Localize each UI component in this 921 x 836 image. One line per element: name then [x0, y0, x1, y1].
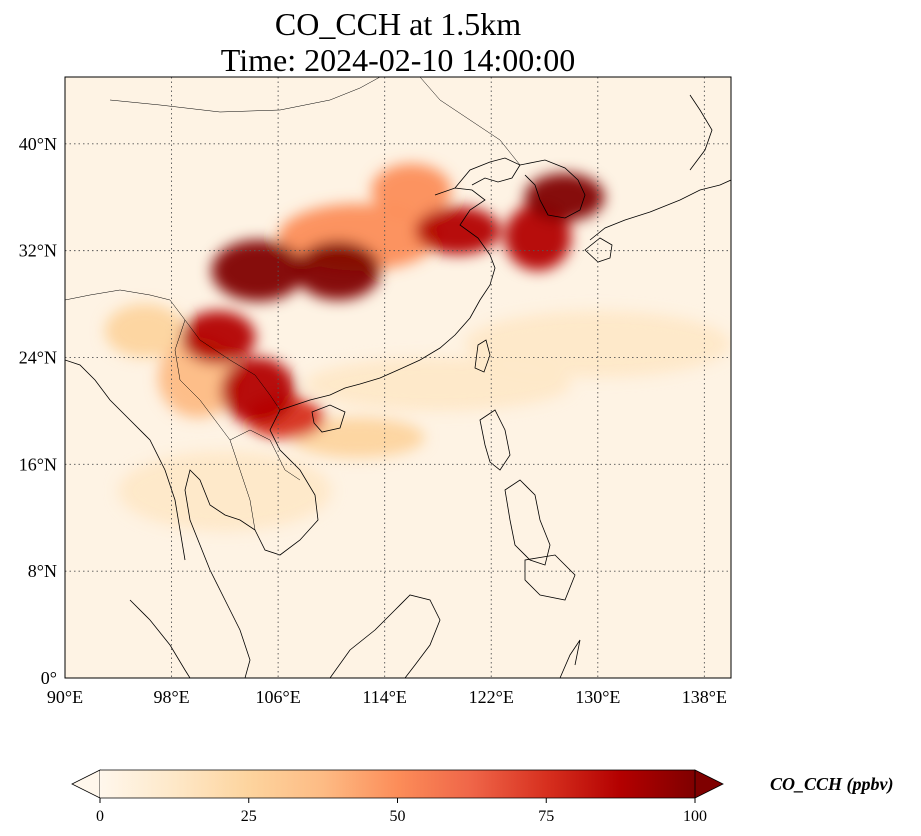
x-tick-label: 106°E — [256, 687, 301, 707]
coastlines — [65, 94, 731, 678]
co-plume-region — [304, 357, 572, 411]
x-tick-label: 98°E — [153, 687, 189, 707]
y-tick-label: 40°N — [19, 134, 57, 154]
x-tick-label: 130°E — [575, 687, 620, 707]
x-tick-label: 138°E — [682, 687, 727, 707]
co-plume-region — [524, 173, 605, 222]
co-plume-region — [295, 241, 381, 301]
y-tick-label: 32°N — [19, 241, 57, 261]
country-borders — [65, 77, 521, 531]
colorbar-tick-label: 0 — [96, 808, 104, 825]
chart-title: CO_CCH at 1.5km — [274, 6, 522, 42]
colorbar-extend-max — [694, 769, 724, 799]
x-tick-label: 90°E — [47, 687, 83, 707]
x-tick-labels: 90°E 98°E 106°E 114°E 122°E 130°E 138°E — [47, 687, 727, 707]
co-plume-region — [211, 239, 305, 302]
co-plume-region — [118, 450, 332, 532]
colorbar-tick-label: 100 — [683, 808, 707, 825]
colorbar: 0 25 50 75 100 CO_CCH (ppbv) — [71, 769, 894, 825]
x-tick-label: 122°E — [469, 687, 514, 707]
co-concentration-field — [104, 163, 731, 532]
colorbar-label: CO_CCH (ppbv) — [770, 774, 894, 795]
y-tick-label: 8°N — [28, 561, 57, 581]
co-plume-region — [504, 203, 572, 271]
colorbar-tick-label: 25 — [241, 808, 257, 825]
map-frame — [64, 76, 732, 679]
colorbar-tick-label: 50 — [390, 808, 406, 825]
y-tick-label: 0° — [41, 668, 57, 688]
co-plume-region — [220, 357, 296, 425]
gridlines — [65, 77, 731, 678]
y-tick-label: 24°N — [19, 347, 57, 367]
co-plume-region — [464, 310, 731, 378]
colorbar-gradient — [100, 770, 695, 798]
co-plume-region — [415, 206, 501, 255]
colorbar-tick-label: 75 — [538, 808, 554, 825]
y-tick-labels: 0° 8°N 16°N 24°N 32°N 40°N — [19, 134, 57, 688]
co-plume-region — [291, 417, 425, 458]
chart-subtitle-time: Time: 2024-02-10 14:00:00 — [220, 42, 576, 78]
x-tick-label: 114°E — [362, 687, 407, 707]
co-plume-region — [180, 310, 256, 365]
y-tick-label: 16°N — [19, 454, 57, 474]
co-plume-region — [371, 163, 452, 218]
colorbar-extend-min — [71, 769, 101, 799]
co-plume-region — [104, 304, 185, 358]
